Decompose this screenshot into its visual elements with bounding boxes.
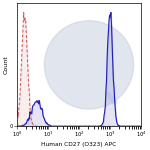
Circle shape — [44, 21, 134, 109]
FancyArrowPatch shape — [108, 94, 115, 102]
Y-axis label: Count: Count — [3, 56, 8, 74]
X-axis label: Human CD27 (O323) APC: Human CD27 (O323) APC — [42, 142, 117, 147]
